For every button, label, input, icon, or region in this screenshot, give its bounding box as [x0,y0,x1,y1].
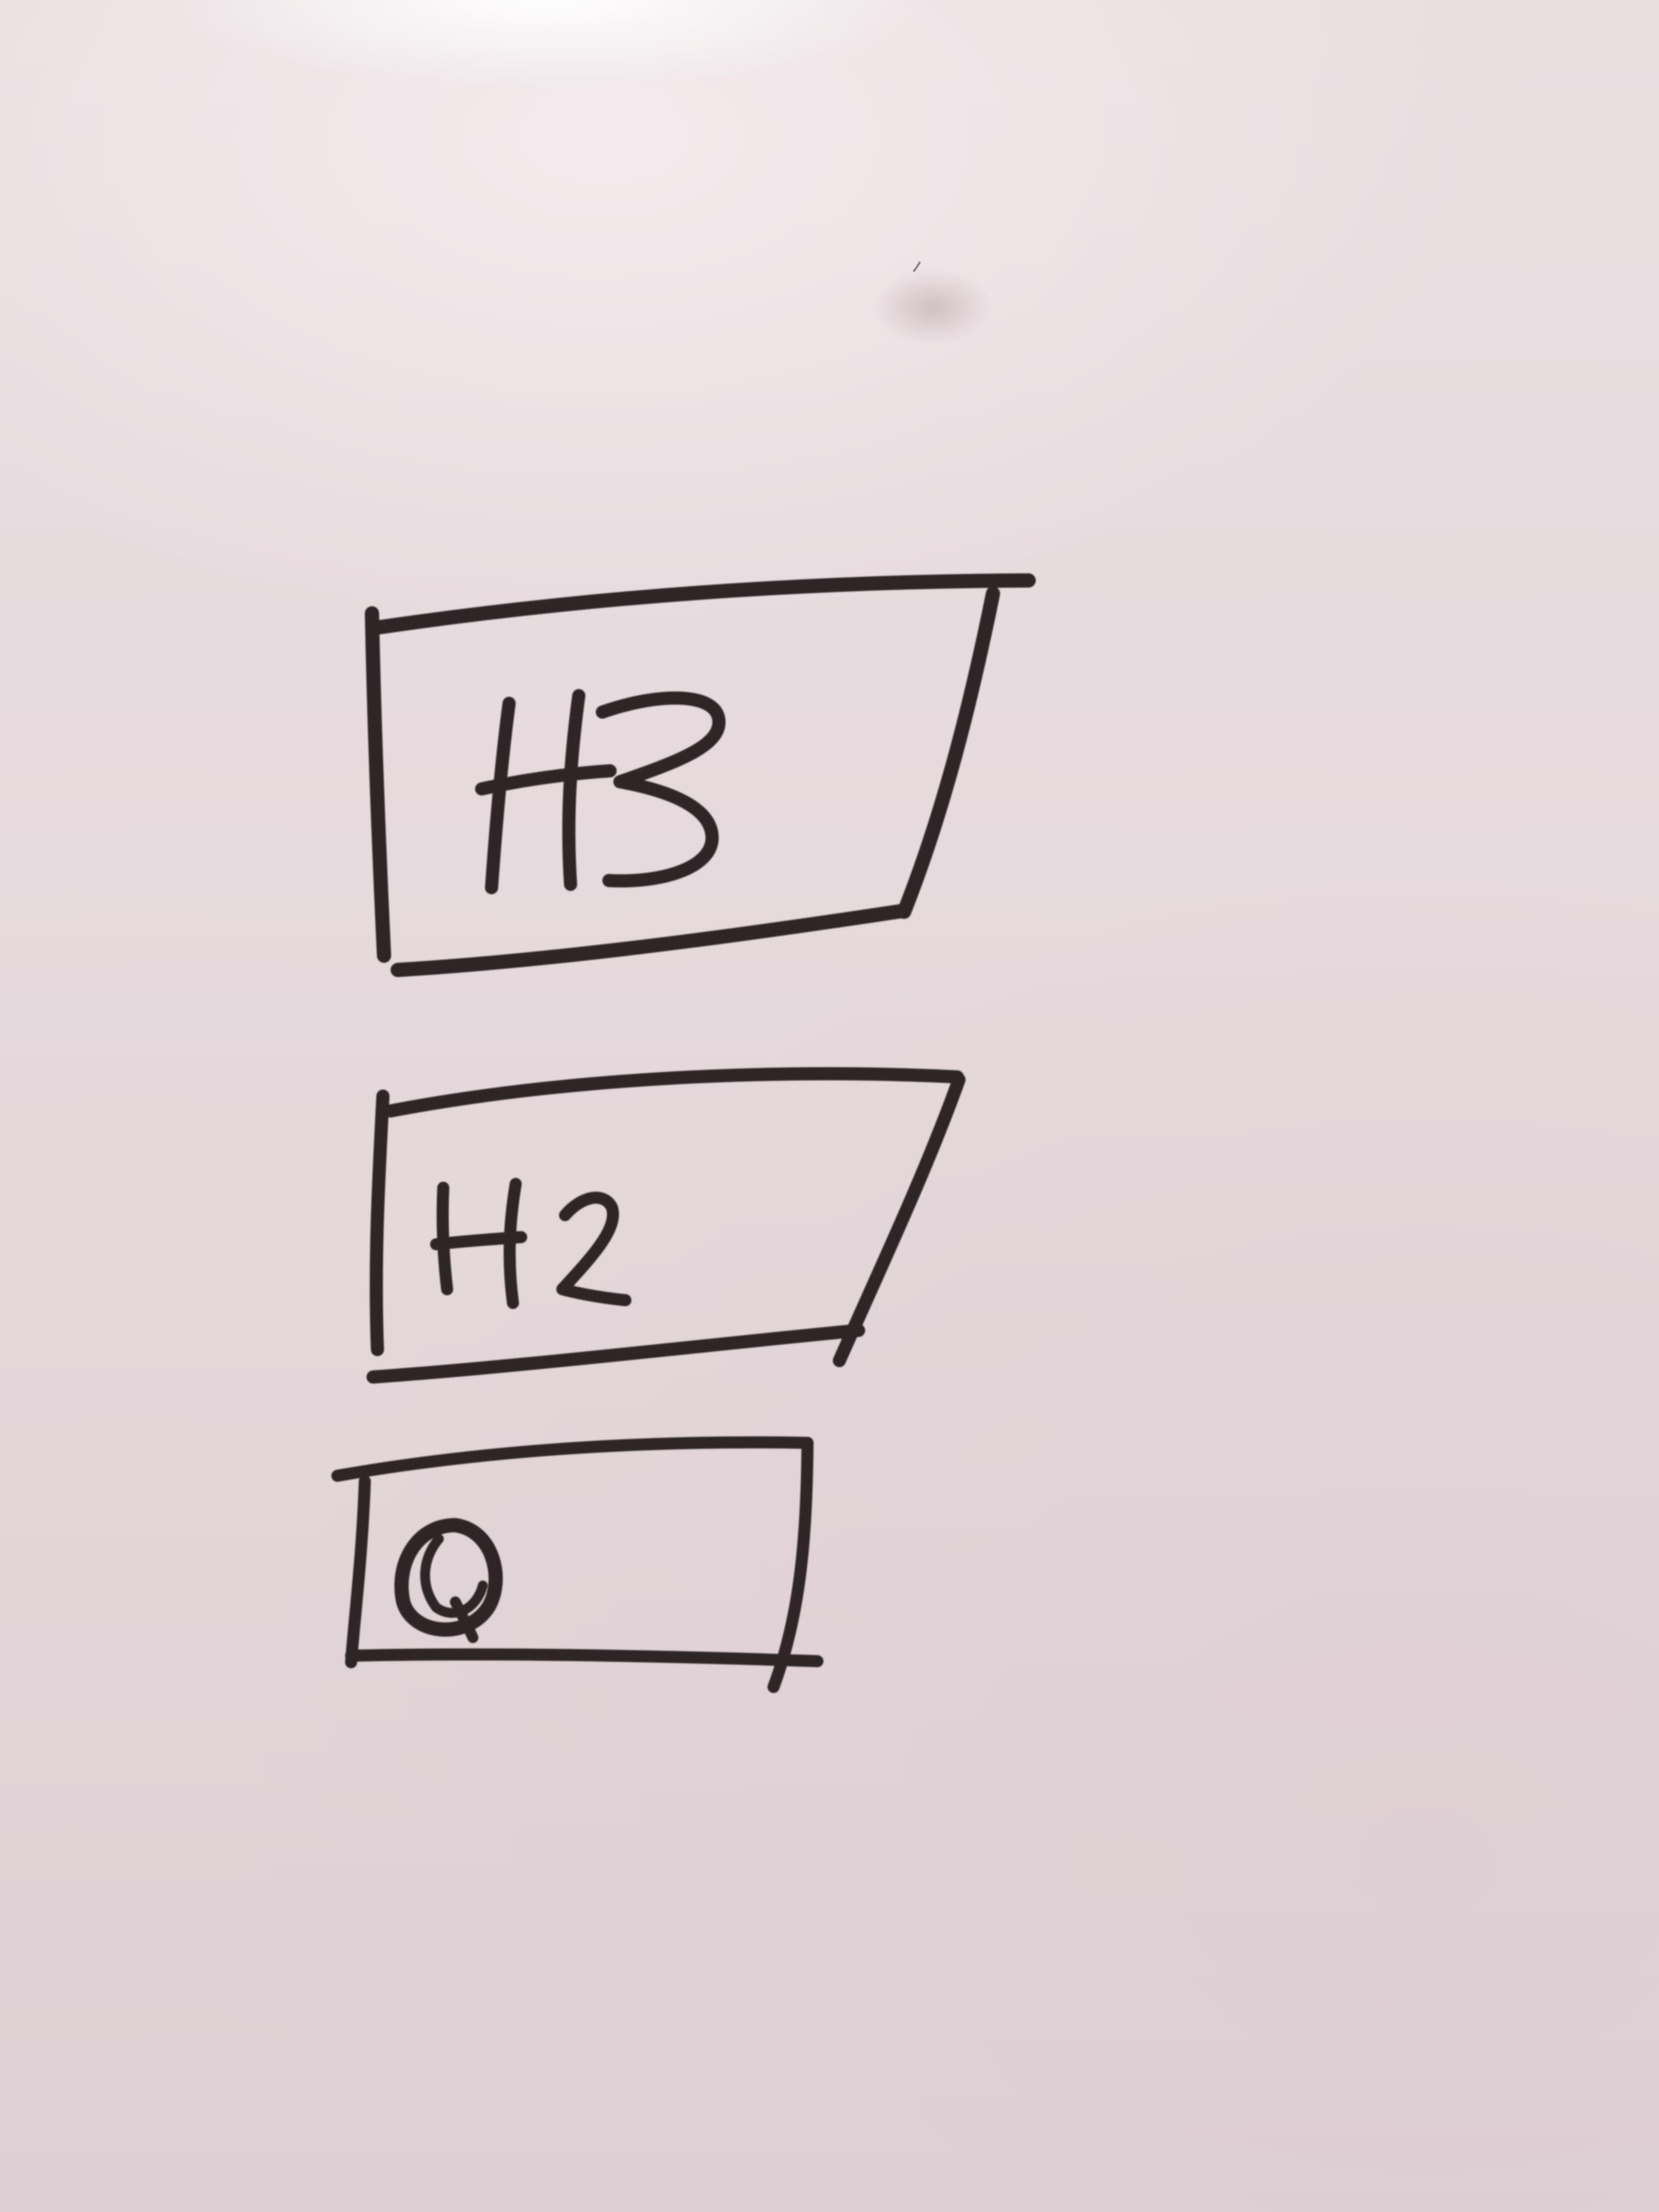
box-h2 [366,1067,966,1384]
box-q [331,1436,823,1693]
box-h3 [365,573,1036,977]
smudge-mark [872,269,993,346]
